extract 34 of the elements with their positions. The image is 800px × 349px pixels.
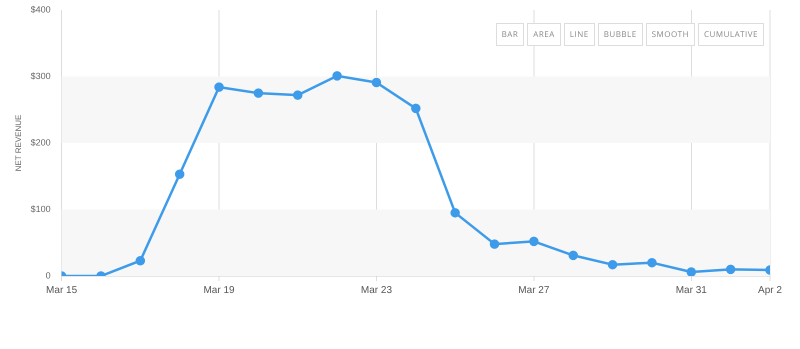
annotation: BUBBLE bbox=[598, 23, 643, 46]
point bbox=[293, 90, 302, 100]
x-tick-label: Mar 23 bbox=[360, 284, 392, 296]
y-tick-label: $100 bbox=[30, 204, 51, 214]
point bbox=[529, 236, 539, 246]
annotation: SMOOTH bbox=[646, 23, 695, 46]
point bbox=[490, 239, 500, 249]
y-tick-label: $200 bbox=[30, 137, 51, 148]
point bbox=[647, 258, 657, 268]
annotation: AREA bbox=[527, 23, 561, 46]
point bbox=[686, 267, 696, 276]
x-tick-label: Apr 2 bbox=[758, 284, 782, 296]
point bbox=[214, 82, 224, 92]
point bbox=[254, 88, 264, 98]
y-tick-label: 0 bbox=[46, 270, 51, 280]
y-axis-title: NET REVENUE bbox=[14, 114, 24, 172]
point bbox=[332, 71, 342, 81]
x-tick-label: Mar 15 bbox=[46, 284, 78, 296]
annotation: CUMULATIVE bbox=[698, 23, 764, 46]
point bbox=[726, 264, 736, 274]
point bbox=[450, 208, 460, 218]
y-tick-label: $300 bbox=[30, 70, 51, 81]
point bbox=[174, 170, 184, 180]
point bbox=[372, 78, 382, 88]
point bbox=[568, 250, 578, 260]
point bbox=[136, 256, 146, 266]
annotation: LINE bbox=[564, 23, 595, 46]
x-tick-label: Mar 19 bbox=[203, 284, 236, 296]
x-tick-label: Mar 27 bbox=[518, 284, 550, 296]
x-tick-label: Mar 31 bbox=[676, 284, 708, 296]
y-tick-label: $400 bbox=[30, 4, 51, 14]
annotation: BAR bbox=[496, 23, 524, 46]
point bbox=[411, 104, 421, 114]
point bbox=[608, 260, 618, 270]
